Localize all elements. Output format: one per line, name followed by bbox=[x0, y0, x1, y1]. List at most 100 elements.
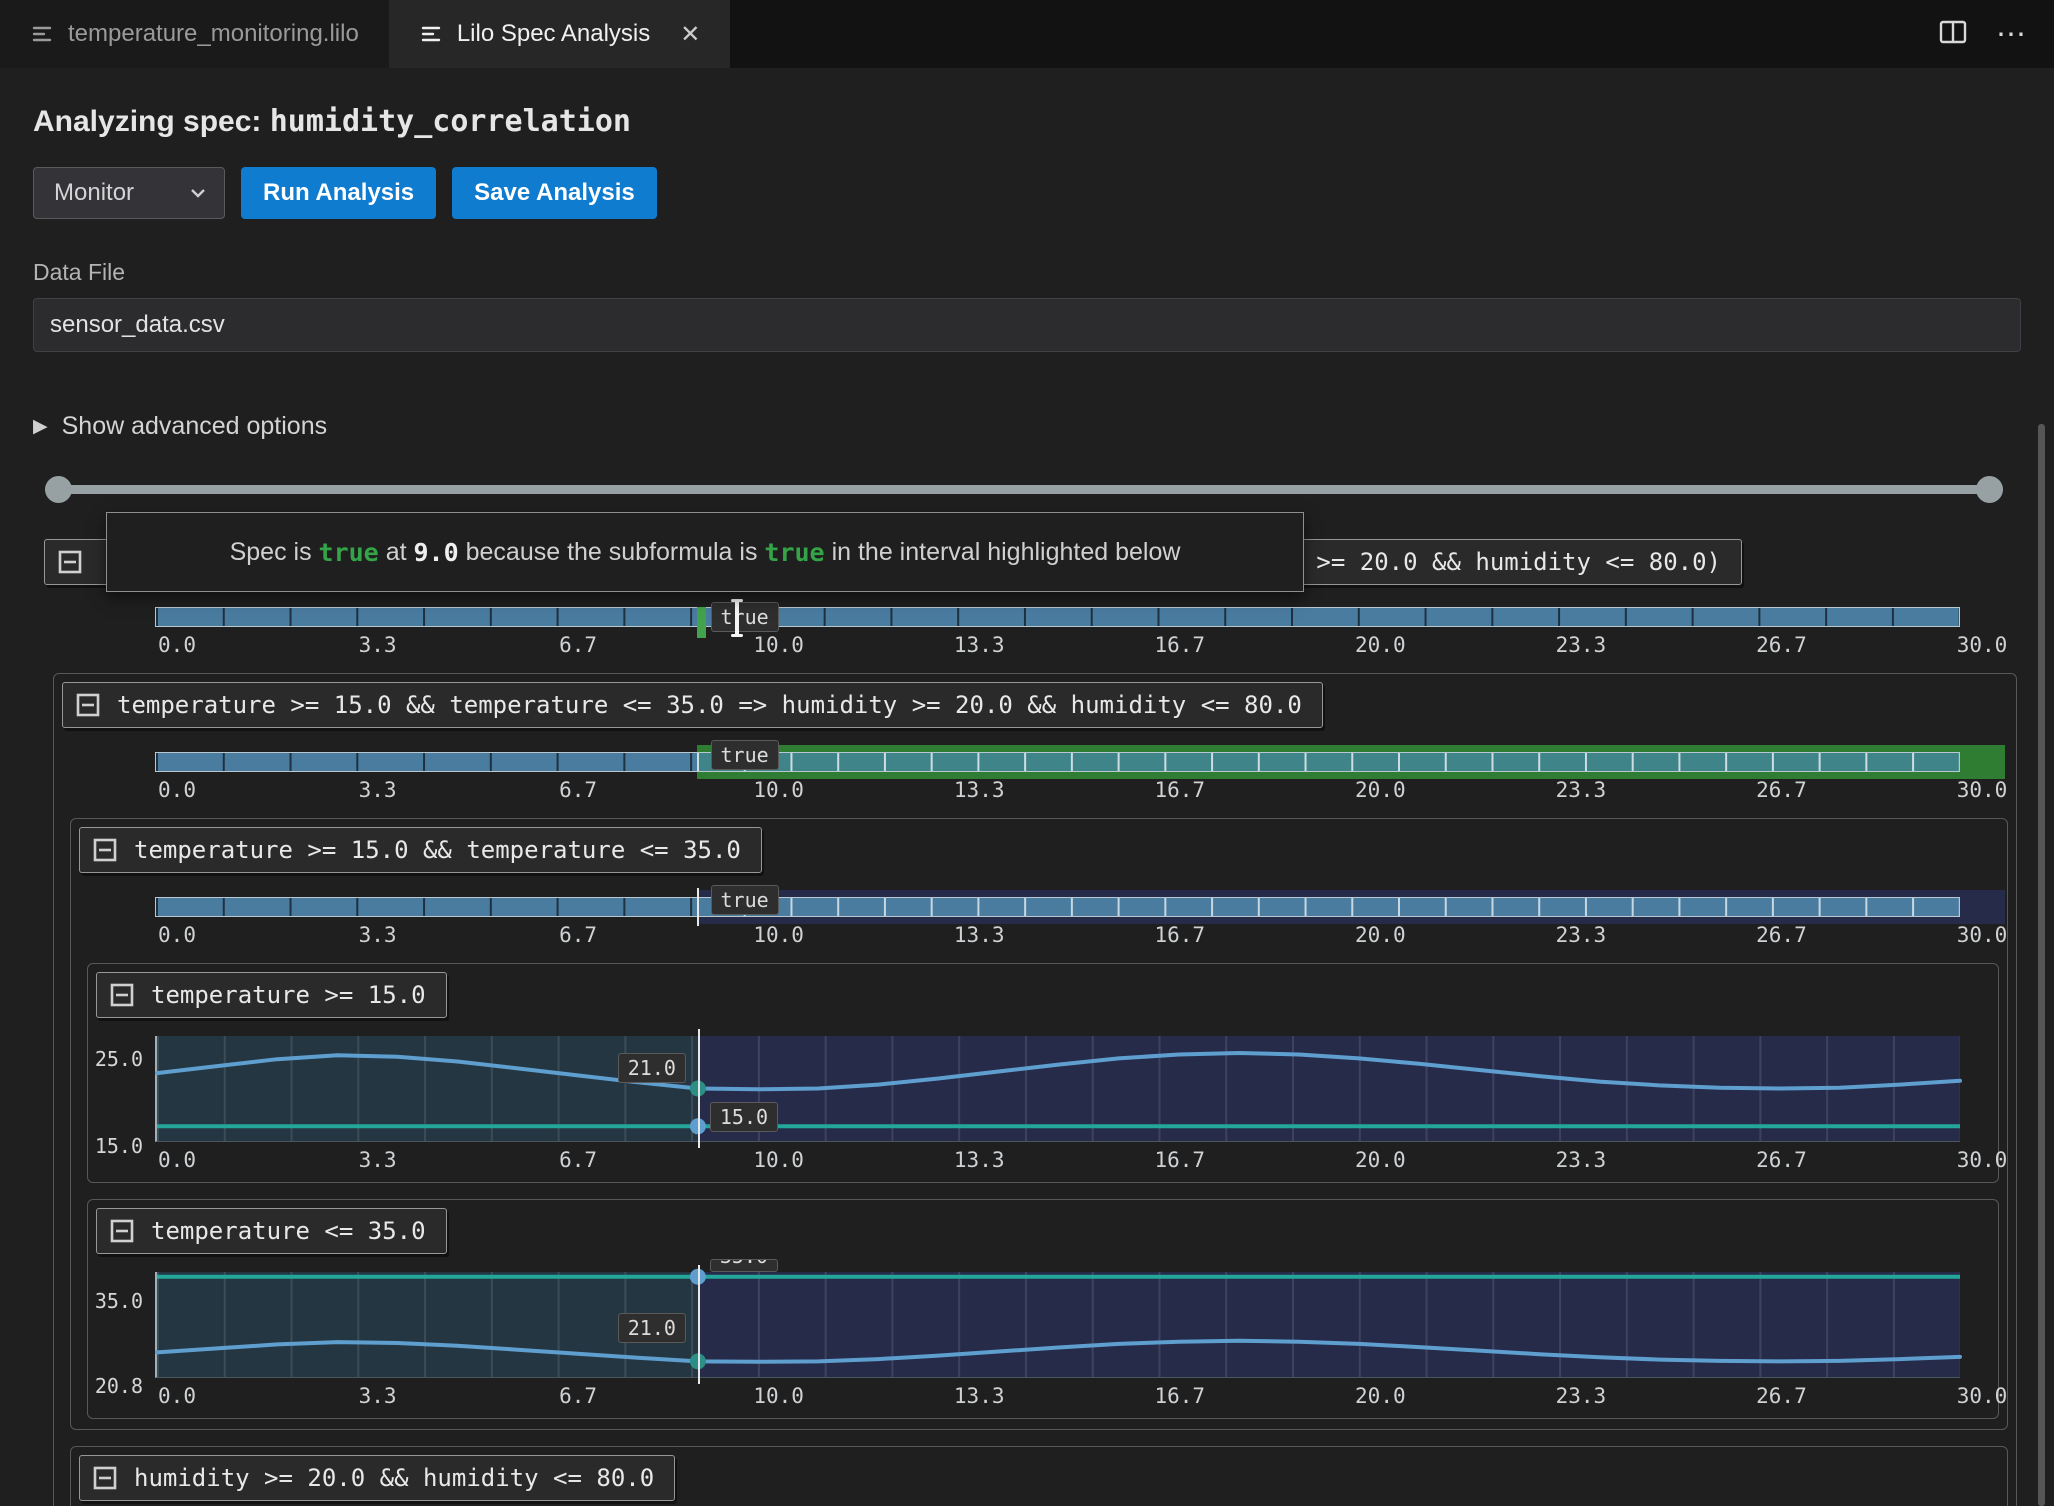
split-editor-icon[interactable] bbox=[1938, 18, 1968, 51]
true-chip: true bbox=[710, 740, 779, 770]
signal-plot bbox=[155, 1051, 1962, 1135]
formula-humidity-pill[interactable]: humidity >= 20.0 && humidity <= 80.0 bbox=[79, 1455, 676, 1501]
editor-tab-bar: temperature_monitoring.lilo Lilo Spec An… bbox=[0, 0, 2054, 68]
x-tick-label: 23.3 bbox=[1555, 633, 1607, 657]
y-tick-label: 20.8 bbox=[94, 1374, 143, 1399]
formula-conjunction-pill[interactable]: temperature >= 15.0 && temperature <= 35… bbox=[79, 827, 762, 873]
file-lines-icon bbox=[30, 22, 54, 46]
slider-track[interactable] bbox=[45, 485, 2003, 494]
x-axis-ticks: 0.0 3.3 6.7 10.0 13.3 16.7 20.0 23.3 26.7 30.0 bbox=[155, 1382, 2007, 1408]
x-tick-label: 6.7 bbox=[559, 1148, 598, 1172]
timeline-bar bbox=[155, 752, 1960, 772]
x-tick-label: 0.0 bbox=[158, 778, 196, 802]
x-axis-ticks: 0.0 3.3 6.7 10.0 13.3 16.7 20.0 23.3 26.7 30.0 bbox=[155, 631, 2007, 657]
cursor-line bbox=[697, 1029, 700, 1148]
save-analysis-button[interactable]: Save Analysis bbox=[452, 167, 657, 219]
more-actions-icon[interactable]: ⋯ bbox=[1996, 17, 2028, 51]
x-tick-label: 0.0 bbox=[158, 1148, 196, 1172]
formula-implication-pill[interactable]: temperature >= 15.0 && temperature <= 35… bbox=[62, 682, 1323, 728]
collapse-icon bbox=[110, 983, 134, 1007]
chart-temperature-le[interactable]: 21.0 35.0 bbox=[155, 1259, 1962, 1384]
formula-node-implication: temperature >= 15.0 && temperature <= 35… bbox=[53, 673, 2017, 1506]
collapse-icon bbox=[93, 1466, 117, 1490]
x-tick-label: 13.3 bbox=[953, 778, 1005, 802]
run-analysis-button[interactable]: Run Analysis bbox=[241, 167, 437, 219]
x-tick-label: 10.0 bbox=[753, 1148, 804, 1172]
chart-temperature-ge[interactable]: 21.0 15.0 bbox=[155, 1029, 1962, 1148]
mode-select[interactable]: Monitor bbox=[33, 167, 225, 219]
time-range-slider[interactable] bbox=[33, 475, 2021, 503]
mode-select-value: Monitor bbox=[54, 179, 135, 206]
x-tick-label: 0.0 bbox=[158, 923, 196, 947]
x-axis-ticks: 0.0 3.3 6.7 10.0 13.3 16.7 20.0 23.3 26.7 30.0 bbox=[155, 776, 2007, 802]
x-tick-label: 0.0 bbox=[158, 633, 196, 657]
x-tick-label: 6.7 bbox=[559, 778, 598, 802]
x-tick-label: 16.7 bbox=[1154, 778, 1206, 802]
timeline-bar bbox=[155, 897, 1960, 917]
timeline-root[interactable]: true bbox=[155, 599, 1960, 638]
x-tick-label: 10.0 bbox=[753, 778, 804, 802]
timeline-implication[interactable]: true bbox=[155, 740, 2005, 779]
x-tick-label: 26.7 bbox=[1756, 633, 1807, 657]
x-tick-label: 23.3 bbox=[1555, 923, 1607, 947]
x-tick-label: 3.3 bbox=[358, 778, 397, 802]
x-tick-label: 20.0 bbox=[1355, 923, 1406, 947]
x-tick-label: 20.0 bbox=[1355, 778, 1406, 802]
x-tick-label: 13.3 bbox=[953, 1148, 1005, 1172]
x-tick-label: 20.0 bbox=[1355, 1384, 1406, 1408]
data-file-label: Data File bbox=[33, 259, 126, 285]
x-tick-label: 23.3 bbox=[1555, 1384, 1607, 1408]
x-tick-label: 30.0 bbox=[1956, 923, 2008, 947]
x-tick-label: 23.3 bbox=[1555, 1148, 1607, 1172]
threshold-value-chip: 15.0 bbox=[709, 1102, 779, 1133]
formula-node-conjunction: temperature >= 15.0 && temperature <= 35… bbox=[70, 818, 2008, 1430]
y-axis-labels: 25.0 15.0 bbox=[94, 1036, 155, 1172]
x-tick-label: 6.7 bbox=[559, 1384, 598, 1408]
x-tick-label: 30.0 bbox=[1956, 778, 2008, 802]
timeline-conjunction[interactable]: true bbox=[155, 885, 2005, 926]
x-tick-label: 10.0 bbox=[753, 633, 804, 657]
close-tab-icon[interactable]: ✕ bbox=[680, 20, 701, 48]
curve-value-chip: 21.0 bbox=[617, 1052, 686, 1083]
formula-node-humidity: humidity >= 20.0 && humidity <= 80.0 bbox=[70, 1446, 2008, 1506]
y-tick-label: 35.0 bbox=[94, 1288, 143, 1313]
formula-temp-le-pill[interactable]: temperature <= 35.0 bbox=[96, 1208, 447, 1254]
y-tick-label: 15.0 bbox=[94, 1134, 143, 1159]
x-tick-label: 20.0 bbox=[1355, 1148, 1406, 1172]
collapse-icon bbox=[93, 838, 117, 862]
x-axis-ticks: 0.0 3.3 6.7 10.0 13.3 16.7 20.0 23.3 26.7 30.0 bbox=[155, 1146, 2007, 1172]
x-axis-ticks: 0.0 3.3 6.7 10.0 13.3 16.7 20.0 23.3 26.7 30.0 bbox=[155, 921, 2007, 947]
timeline-bar bbox=[155, 607, 1960, 627]
signal-plot bbox=[155, 1268, 1962, 1370]
true-chip: true bbox=[710, 885, 779, 915]
cursor-ibeam-icon bbox=[728, 599, 745, 637]
explanation-tooltip: Spec is true at 9.0 because the subformu… bbox=[106, 512, 1304, 592]
x-tick-label: 3.3 bbox=[358, 923, 397, 947]
y-tick-label: 25.0 bbox=[94, 1047, 143, 1072]
x-tick-label: 26.7 bbox=[1756, 923, 1807, 947]
threshold-value-chip-clipped: 35.0 bbox=[709, 1259, 779, 1272]
chevron-down-icon bbox=[188, 179, 208, 207]
x-tick-label: 6.7 bbox=[559, 923, 598, 947]
x-tick-label: 0.0 bbox=[158, 1384, 196, 1408]
formula-node-temp-ge: temperature >= 15.0 25.0 15.0 21.0 15.0 bbox=[87, 963, 2007, 1183]
collapse-icon[interactable] bbox=[57, 549, 83, 575]
tab-lilo-spec-analysis[interactable]: Lilo Spec Analysis ✕ bbox=[388, 0, 731, 68]
collapse-icon bbox=[110, 1219, 134, 1243]
tab-temperature-monitoring[interactable]: temperature_monitoring.lilo bbox=[0, 0, 389, 68]
show-advanced-options-toggle[interactable]: ▶ Show advanced options bbox=[33, 412, 328, 440]
x-tick-label: 3.3 bbox=[358, 633, 397, 657]
x-tick-label: 30.0 bbox=[1956, 633, 2008, 657]
slider-handle-start[interactable] bbox=[45, 476, 72, 503]
x-tick-label: 3.3 bbox=[358, 1384, 397, 1408]
slider-handle-end[interactable] bbox=[1976, 476, 2003, 503]
x-tick-label: 13.3 bbox=[953, 1384, 1005, 1408]
tab-label: Lilo Spec Analysis bbox=[456, 20, 651, 47]
x-tick-label: 16.7 bbox=[1154, 923, 1206, 947]
x-tick-label: 16.7 bbox=[1154, 633, 1206, 657]
vertical-scrollbar[interactable] bbox=[2038, 424, 2045, 1506]
page-title: Analyzing spec: humidity_correlation bbox=[33, 104, 631, 139]
formula-temp-ge-pill[interactable]: temperature >= 15.0 bbox=[96, 972, 447, 1018]
data-file-input[interactable]: sensor_data.csv bbox=[33, 298, 2021, 352]
x-tick-label: 26.7 bbox=[1756, 1384, 1807, 1408]
